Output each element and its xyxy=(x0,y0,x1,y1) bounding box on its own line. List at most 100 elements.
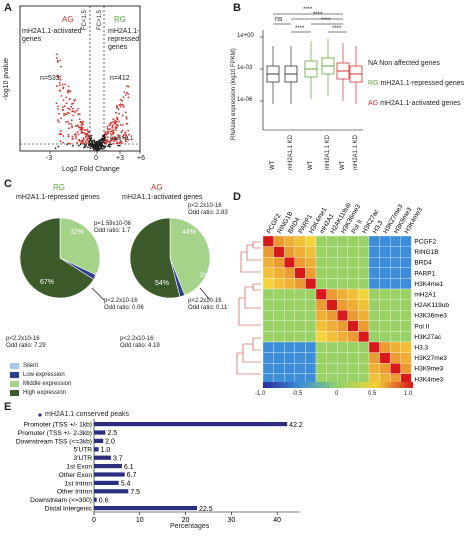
bar xyxy=(94,438,104,443)
volcano-point xyxy=(101,143,104,146)
heatmap-cell xyxy=(273,257,285,268)
heatmap-cell xyxy=(326,288,338,300)
scale-tick: 0 xyxy=(335,391,339,397)
heatmap-cell xyxy=(315,352,327,364)
volcano-point xyxy=(110,130,112,133)
heatmap-cell xyxy=(347,267,359,279)
bar-x-tick-label: 40 xyxy=(273,517,281,524)
heatmap-cell xyxy=(273,320,285,332)
volcano-point xyxy=(98,139,101,142)
heatmap-cell xyxy=(294,331,306,343)
volcano-point xyxy=(106,136,109,139)
volcano-point xyxy=(76,141,78,144)
heatmap-cell xyxy=(273,310,285,321)
bar-category-label: Distal Intergenic xyxy=(45,506,93,513)
heatmap-cell xyxy=(358,278,370,290)
heatmap-cell xyxy=(305,257,317,268)
heatmap-cell xyxy=(400,363,412,374)
heatmap-cell xyxy=(262,299,274,311)
volcano-point xyxy=(109,122,112,124)
volcano-point xyxy=(121,129,124,132)
boxplot-y-label: RNAseq expression (log10 FPKM) xyxy=(231,48,237,140)
volcano-point xyxy=(63,114,65,117)
heatmap-cell xyxy=(273,341,285,353)
heatmap-cell xyxy=(284,267,295,279)
volcano-point xyxy=(81,142,84,145)
bar-value-label: 6.7 xyxy=(127,472,137,479)
ag-tag: AG xyxy=(62,15,74,24)
volcano-point xyxy=(71,126,73,129)
volcano-point xyxy=(93,139,96,142)
heatmap-cell xyxy=(337,235,348,247)
bar-category-label: Other Intron xyxy=(57,489,93,496)
volcano-point xyxy=(88,144,91,147)
volcano-point xyxy=(106,127,109,130)
volcano-point xyxy=(116,134,119,136)
dendrogram xyxy=(236,241,261,375)
volcano-point xyxy=(121,114,124,117)
bar-x-tick-label: 0 xyxy=(92,517,96,524)
volcano-point xyxy=(84,132,87,135)
bar-value-label: 2.5 xyxy=(107,430,117,437)
volcano-point xyxy=(71,135,74,138)
p-value: p<2.2x10-16 xyxy=(188,298,222,304)
volcano-point xyxy=(89,147,92,150)
volcano-point xyxy=(69,90,72,93)
heatmap-cell xyxy=(390,363,401,374)
volcano-point xyxy=(114,123,117,125)
heatmap-cell xyxy=(326,352,338,364)
heatmap-cell xyxy=(294,257,306,268)
heatmap-cell xyxy=(379,246,391,258)
p-value: p<2.2x10-16 xyxy=(120,336,154,342)
volcano-point xyxy=(59,59,62,62)
ag-title: mH2A1.1-activated genes xyxy=(22,28,82,44)
volcano-point xyxy=(126,91,128,94)
volcano-point xyxy=(90,137,93,140)
volcano-point xyxy=(128,133,130,136)
volcano-point xyxy=(63,112,65,115)
volcano-point xyxy=(60,130,62,132)
volcano-point xyxy=(84,146,87,148)
volcano-point xyxy=(89,135,91,138)
bar-value-labels: 42.2 2.5 2.01.03.76.16.7 5.47.5 0.6 22.5 xyxy=(99,422,303,513)
heatmap-cell xyxy=(347,288,359,300)
annotation-bar-panel: Promoter (TSS +/- 1kb) Promoter (TSS +/- … xyxy=(0,402,474,532)
heatmap-cell xyxy=(347,363,359,374)
bar xyxy=(94,464,122,469)
heatmap-cell xyxy=(390,267,401,279)
heatmap-cell xyxy=(294,341,306,353)
volcano-point xyxy=(67,135,70,138)
volcano-point xyxy=(75,137,78,140)
volcano-point xyxy=(115,142,118,145)
heatmap-row-labels: PCGF2 RING1B BRD4 PARP1 H3K4me1 mH2A1 H2AK119u… xyxy=(414,239,449,384)
volcano-point xyxy=(125,134,127,136)
y-tick-label: 1e-03 xyxy=(237,65,253,71)
ag-tag: AG xyxy=(151,183,163,192)
ag-title: mH2A1.1-activated genes xyxy=(122,194,203,201)
sig-stars: **** xyxy=(321,18,331,24)
heatmap-cell xyxy=(390,257,401,268)
volcano-point xyxy=(107,140,110,143)
volcano-point xyxy=(66,143,69,146)
volcano-point xyxy=(116,124,119,127)
volcano-point xyxy=(73,99,76,102)
heatmap-row-label: PARP1 xyxy=(414,270,435,277)
volcano-point xyxy=(119,124,122,126)
volcano-point xyxy=(99,147,102,150)
bar-value-label: 2.0 xyxy=(105,439,115,446)
volcano-point xyxy=(87,135,89,138)
heatmap-cell xyxy=(315,235,327,247)
sig-stars: **** xyxy=(303,7,313,13)
volcano-point xyxy=(68,108,71,111)
volcano-point xyxy=(127,93,130,95)
heatmap-cell xyxy=(390,352,401,364)
volcano-point xyxy=(115,105,118,107)
heatmap-cell xyxy=(347,320,359,332)
heatmap-cell xyxy=(390,278,401,290)
volcano-point xyxy=(93,143,96,146)
volcano-point xyxy=(84,129,87,132)
rg-stat-1: p=1.59x10-06 Odd ratio: 1.7 xyxy=(94,221,131,235)
heatmap-row-label: Pol II xyxy=(414,323,429,330)
volcano-point xyxy=(114,125,117,128)
rg-title: mH2A1.1-repressed genes xyxy=(16,194,100,201)
